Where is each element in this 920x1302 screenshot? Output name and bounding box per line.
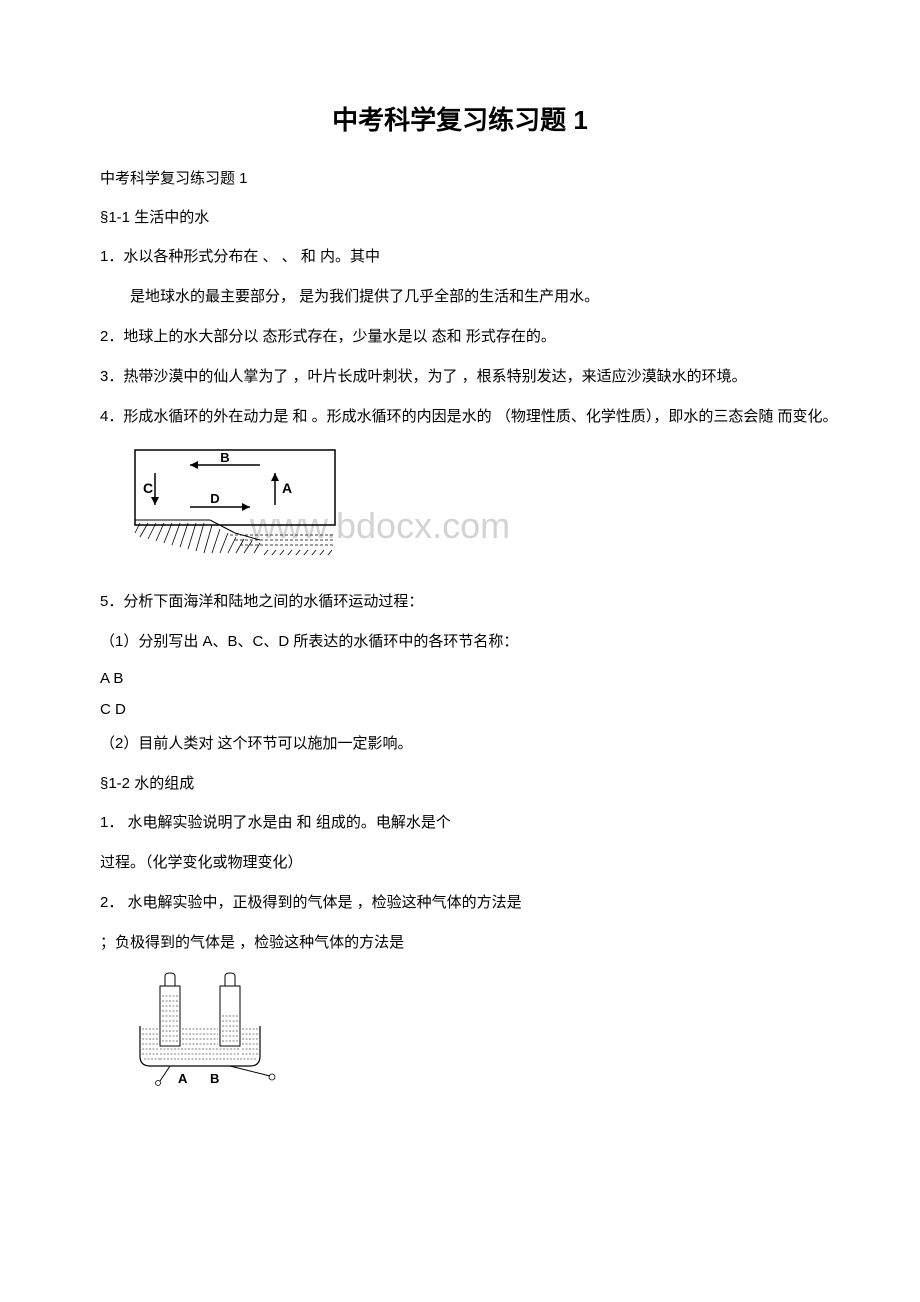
q1-text: 1．水以各种形式分布在 、 、 和 内。其中 (100, 245, 850, 269)
electrolysis-svg: A B (130, 971, 300, 1091)
section-2-header: §1-2 水的组成 (100, 772, 850, 793)
q5-cd: C D (100, 701, 850, 718)
q5-2-text: （2）目前人类对 这个环节可以施加一定影响。 (100, 732, 850, 756)
label-a: A (282, 480, 292, 496)
electrolysis-label-a: A (178, 1071, 188, 1086)
q5-1-text: （1）分别写出 A、B、C、D 所表达的水循环中的各环节名称： (100, 630, 850, 654)
label-b: B (220, 450, 229, 465)
s2-q1b-text: 过程。（化学变化或物理变化） (100, 851, 850, 875)
q5-ab: A B (100, 670, 850, 687)
section-1-header: §1-1 生活中的水 (100, 206, 850, 227)
s2-q1-text: 1． 水电解实验说明了水是由 和 组成的。电解水是个 (100, 811, 850, 835)
label-c: C (143, 480, 153, 496)
q2-text: 2．地球上的水大部分以 态形式存在，少量水是以 态和 形式存在的。 (100, 325, 850, 349)
q3-text: 3．热带沙漠中的仙人掌为了 ，叶片长成叶刺状，为了 ，根系特别发达，来适应沙漠缺… (100, 365, 850, 389)
electrolysis-label-b: B (210, 1071, 219, 1086)
q1b-text: 是地球水的最主要部分， 是为我们提供了几乎全部的生活和生产用水。 (130, 285, 850, 309)
q4-text: 4．形成水循环的外在动力是 和 。形成水循环的内因是水的 （物理性质、化学性质）… (100, 405, 850, 429)
water-cycle-svg: B C A D (130, 445, 380, 565)
page-title: 中考科学复习练习题 1 (70, 100, 850, 137)
water-cycle-diagram: B C A D www.bdocx.com (130, 445, 850, 570)
subtitle-text: 中考科学复习练习题 1 (100, 167, 850, 188)
s2-q2-text: 2． 水电解实验中，正极得到的气体是 ，检验这种气体的方法是 (100, 891, 850, 915)
electrolysis-diagram: A B (130, 971, 850, 1096)
label-d: D (210, 491, 219, 506)
q5-text: 5．分析下面海洋和陆地之间的水循环运动过程： (100, 590, 850, 614)
s2-q2b-text: ；负极得到的气体是 ，检验这种气体的方法是 (100, 931, 850, 955)
